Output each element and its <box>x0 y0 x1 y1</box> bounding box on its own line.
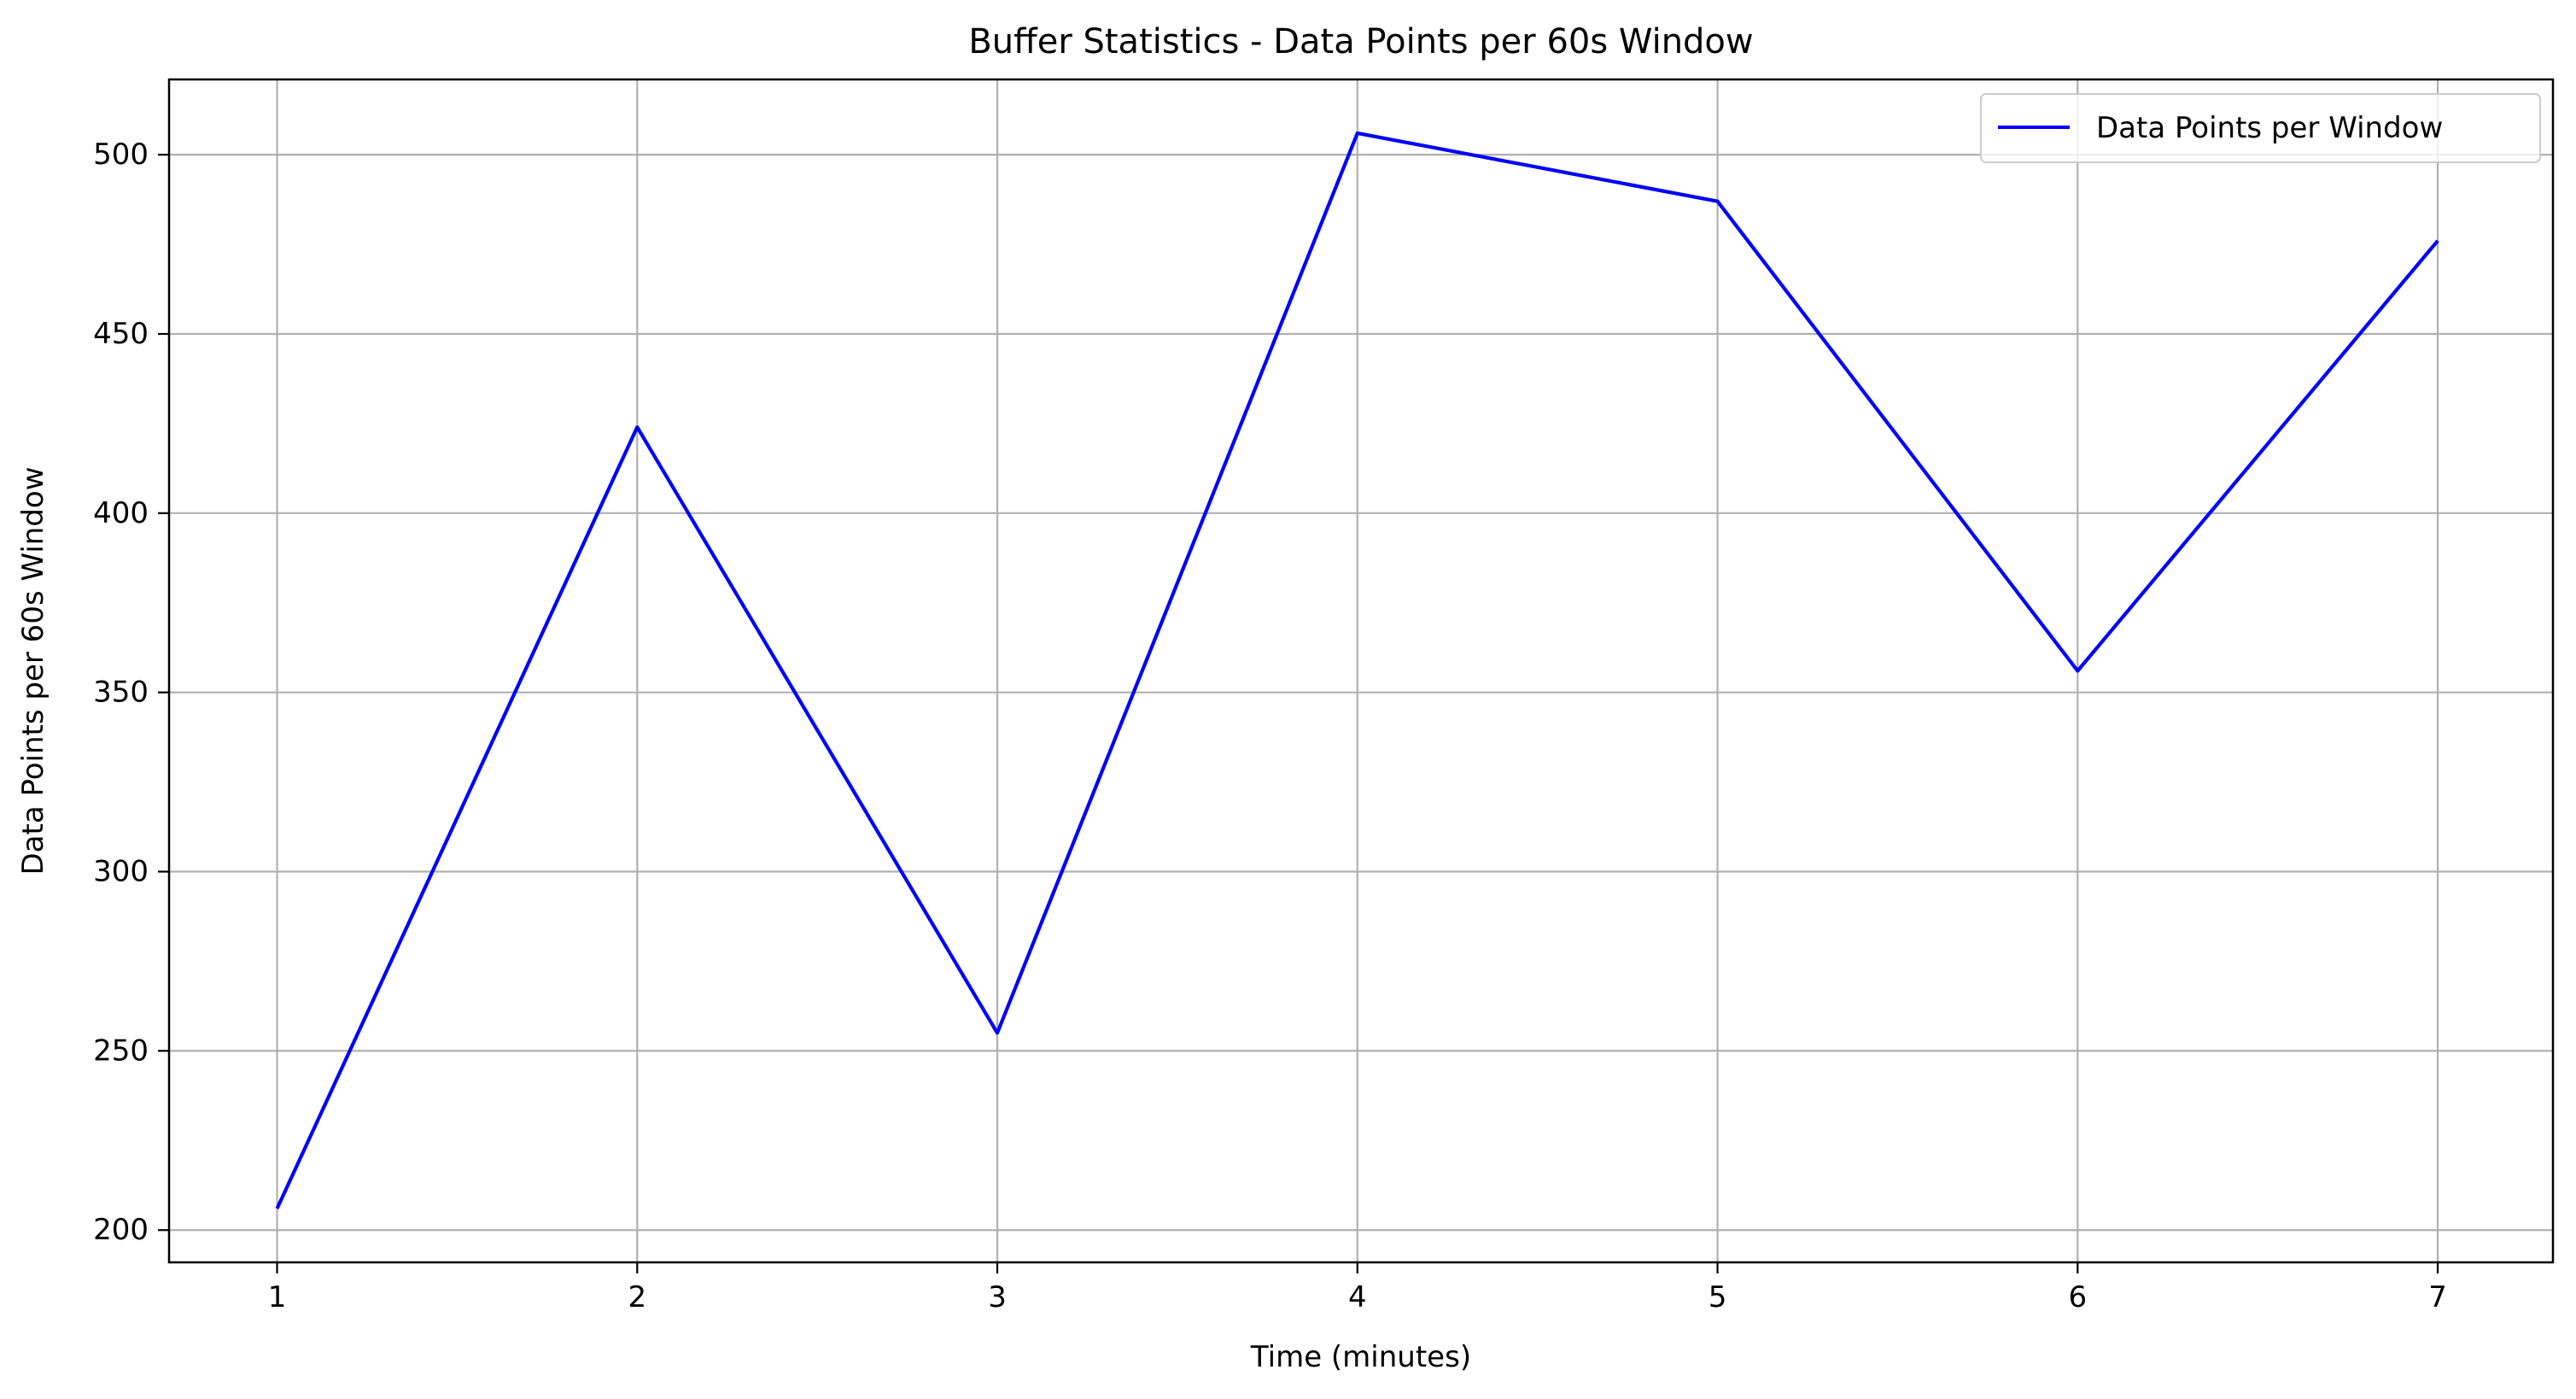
x-axis-label: Time (minutes) <box>1250 1340 1471 1374</box>
chart-title: Buffer Statistics - Data Points per 60s … <box>968 22 1753 61</box>
y-axis-label: Data Points per 60s Window <box>16 466 50 875</box>
legend-entry-label: Data Points per Window <box>2096 111 2443 145</box>
y-tick-label: 500 <box>93 138 149 172</box>
y-tick-label: 450 <box>93 317 149 351</box>
x-axis-ticks: 1 2 3 4 5 6 7 <box>268 1262 2447 1314</box>
x-tick-label: 7 <box>2428 1280 2447 1314</box>
legend: Data Points per Window <box>1980 93 2541 163</box>
x-tick-label: 6 <box>2068 1280 2087 1314</box>
y-tick-label: 250 <box>93 1033 149 1068</box>
y-tick-label: 300 <box>93 855 149 889</box>
plot-area-frame <box>167 78 2555 1264</box>
y-tick-label: 400 <box>93 496 149 530</box>
x-tick-label: 4 <box>1348 1280 1367 1314</box>
x-tick-label: 5 <box>1709 1280 1727 1314</box>
x-tick-label: 2 <box>628 1280 646 1314</box>
x-tick-label: 3 <box>988 1280 1007 1314</box>
x-tick-label: 1 <box>268 1280 287 1314</box>
y-axis-ticks: 200 250 300 350 400 450 500 <box>93 138 169 1247</box>
series-line <box>275 131 2439 1209</box>
series-layer <box>275 131 2439 1209</box>
y-tick-label: 200 <box>93 1213 149 1247</box>
legend-box <box>1980 93 2541 163</box>
y-tick-label: 350 <box>93 676 149 710</box>
